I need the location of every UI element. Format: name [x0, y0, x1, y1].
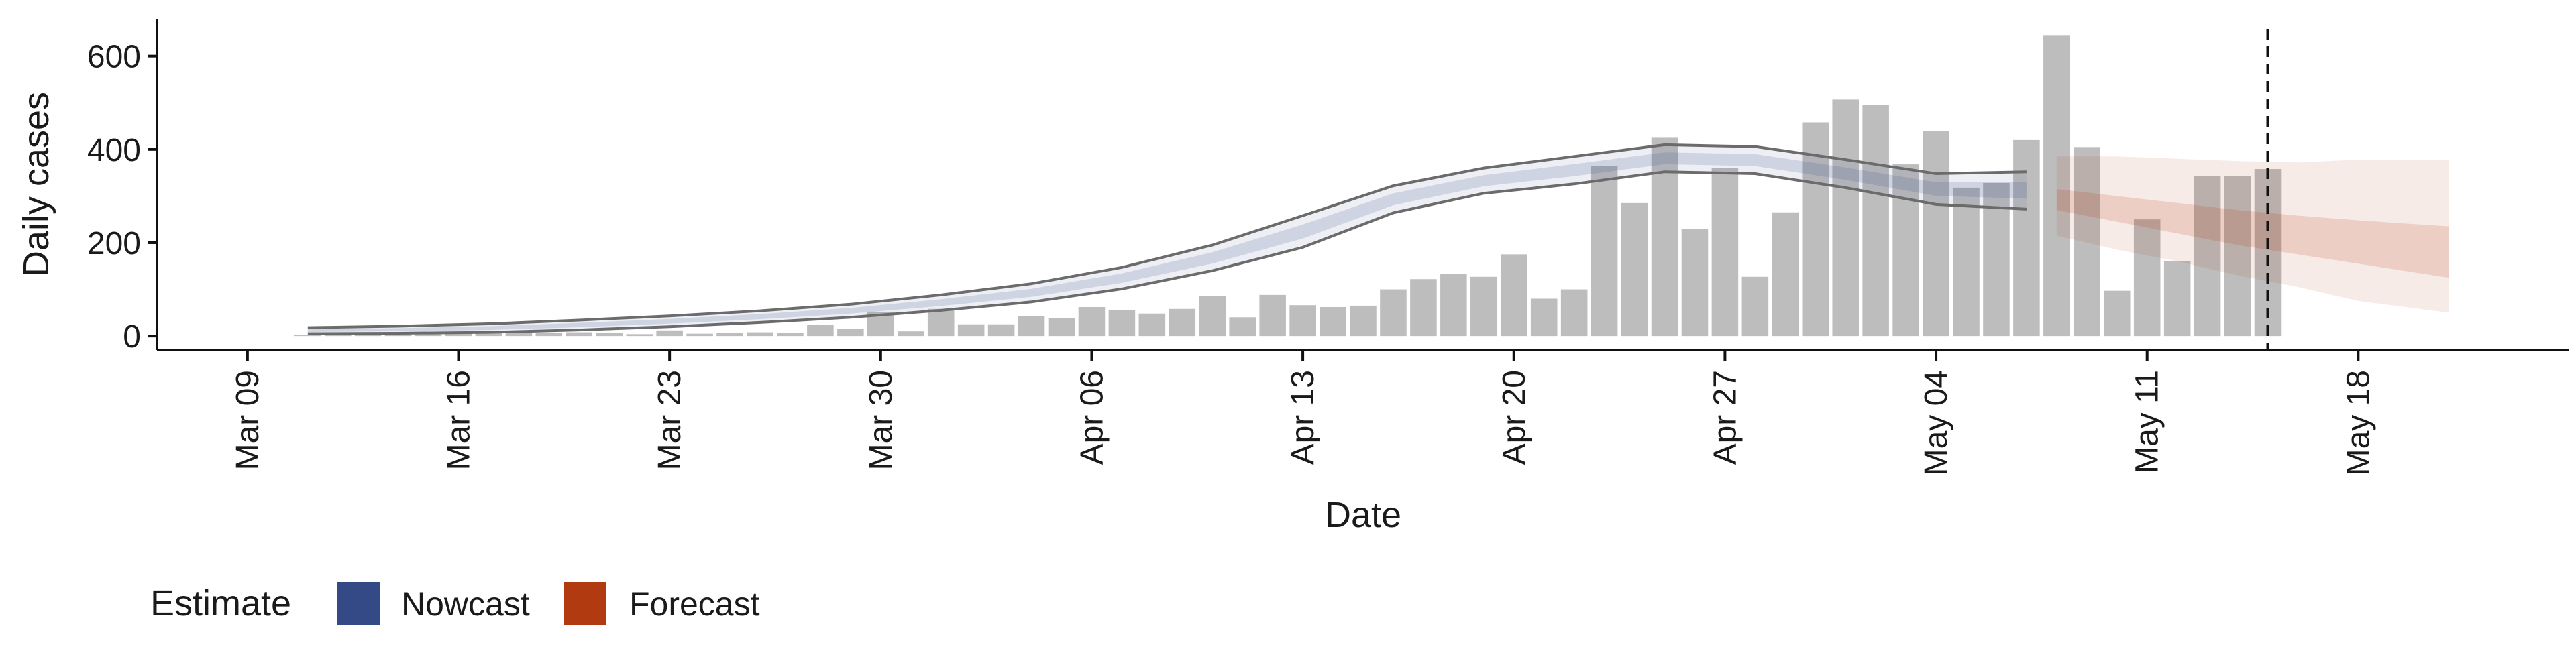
x-tick-label: Mar 16 — [441, 370, 477, 470]
legend-label-nowcast: Nowcast — [401, 585, 530, 623]
x-tick-label: Mar 30 — [863, 370, 899, 470]
case-bar — [2194, 176, 2221, 337]
case-bar — [957, 324, 985, 337]
y-tick-label: 200 — [87, 226, 141, 261]
case-bar — [354, 333, 382, 337]
legend-key-nowcast — [337, 582, 380, 625]
case-bar — [1500, 254, 1527, 337]
case-bar — [686, 333, 713, 337]
case-bar — [535, 333, 563, 337]
case-bar — [1560, 289, 1588, 337]
case-bar — [1350, 305, 1377, 337]
case-bar — [837, 329, 864, 337]
legend-title: Estimate — [150, 583, 291, 624]
case-bar — [324, 334, 352, 337]
case-bar — [1923, 130, 1949, 337]
case-bar — [1741, 276, 1769, 337]
case-bar — [1048, 318, 1075, 337]
case-bar — [1862, 105, 1889, 337]
case-bar — [1802, 122, 1829, 337]
x-tick-label: Mar 23 — [652, 370, 688, 470]
case-bar — [656, 330, 683, 337]
case-bar — [2043, 35, 2070, 337]
case-bar — [475, 331, 502, 337]
case-bar — [566, 332, 593, 337]
case-bar — [626, 334, 653, 337]
case-bar — [1259, 294, 1286, 337]
x-tick-label: Mar 09 — [230, 370, 266, 470]
case-bar — [747, 332, 773, 337]
case-bar — [1229, 317, 1256, 337]
case-bar — [1892, 164, 1919, 337]
case-bar — [1440, 274, 1467, 337]
case-bar — [897, 331, 924, 337]
case-bar — [807, 325, 834, 337]
case-bar — [1108, 310, 1136, 337]
case-bar — [1289, 305, 1316, 337]
nowcast-lower-line — [307, 170, 2027, 335]
x-tick-label: May 11 — [2130, 370, 2165, 473]
case-bar — [1772, 212, 1799, 337]
legend-key-forecast — [564, 582, 606, 625]
case-bar — [384, 333, 412, 337]
case-bar — [716, 333, 743, 337]
case-bar — [1199, 296, 1226, 337]
case-bar — [1621, 202, 1648, 337]
case-bar — [1320, 306, 1346, 337]
legend-label-forecast: Forecast — [629, 585, 760, 623]
case-bar — [777, 333, 804, 337]
case-bar — [2013, 139, 2040, 337]
case-bar — [1711, 168, 1739, 337]
case-bar — [2224, 176, 2251, 337]
case-bar — [1591, 166, 1618, 337]
case-bar — [1138, 313, 1166, 337]
nowcast-inner-band — [307, 152, 2027, 333]
x-tick-label: May 04 — [1919, 370, 1954, 475]
y-tick-label: 400 — [87, 133, 141, 168]
case-bar — [1953, 187, 1980, 337]
x-tick-label: May 18 — [2341, 370, 2376, 475]
case-bar — [1470, 276, 1497, 337]
x-tick-label: Apr 13 — [1285, 370, 1321, 465]
case-bar — [1832, 99, 1859, 337]
case-bar — [294, 335, 321, 337]
nowcast-bands — [307, 143, 2027, 335]
y-axis-label: Daily cases — [16, 92, 56, 277]
forecast-bands — [2056, 156, 2449, 313]
x-tick-label: Apr 20 — [1497, 370, 1532, 465]
case-bar — [2074, 147, 2100, 337]
case-bar — [2163, 261, 2191, 337]
x-axis-label: Date — [1325, 495, 1401, 535]
nowcast-outer-band — [307, 144, 2027, 334]
forecast-inner-band — [2056, 189, 2449, 278]
case-bar — [987, 324, 1015, 337]
case-bar — [505, 333, 533, 337]
legend: Estimate Nowcast Forecast — [150, 582, 760, 625]
nowcast-upper-line — [307, 143, 2027, 329]
case-bar — [1169, 308, 1196, 337]
case-bar — [1078, 306, 1106, 337]
case-bar — [596, 333, 623, 337]
case-bar — [1681, 229, 1709, 337]
case-bar — [1018, 316, 1045, 337]
case-bar — [1410, 279, 1437, 337]
case-bar — [1380, 289, 1407, 337]
x-tick-label: Apr 27 — [1707, 370, 1743, 465]
case-bar — [1530, 298, 1558, 337]
x-tick-label: Apr 06 — [1074, 370, 1110, 465]
case-bar — [927, 308, 955, 337]
y-tick-label: 0 — [123, 319, 141, 355]
axes: 0 200 400 600 Mar 09 Mar 16 Mar 23 Mar 30 Apr 06… — [87, 19, 2569, 475]
y-tick-label: 600 — [87, 40, 141, 75]
case-bar — [2103, 290, 2131, 337]
forecast-outer-band — [2056, 156, 2449, 313]
case-bar — [2133, 219, 2161, 337]
